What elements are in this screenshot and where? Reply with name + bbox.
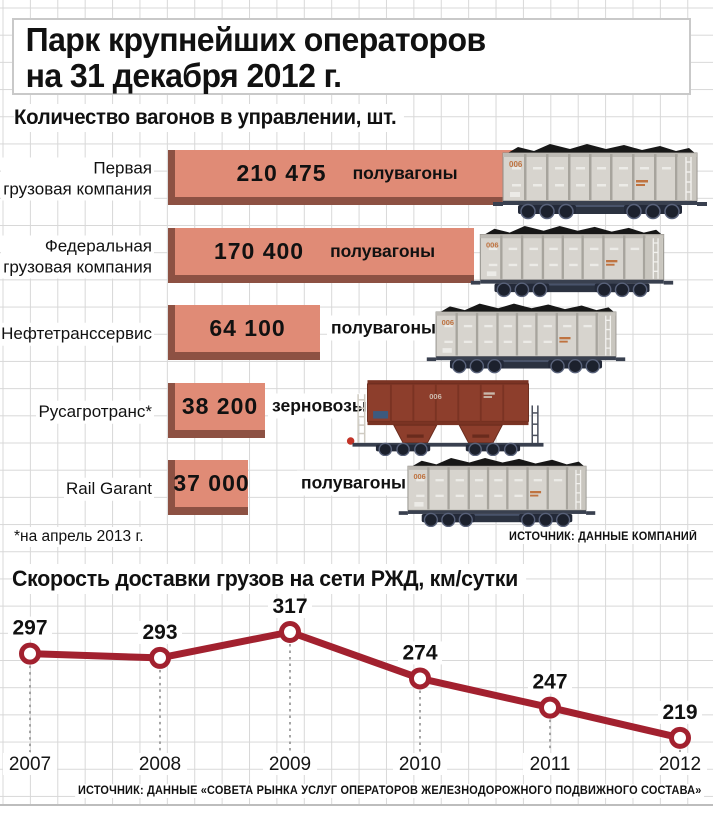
bar-value: 38 200: [181, 393, 259, 419]
wagon-type-label: полувагоны: [330, 241, 436, 261]
value-label-2010: 274: [402, 641, 437, 664]
speed-line-chart: 297 2007 293 2008 317 2009 274 2010 247 2011 219 20…: [3, 598, 707, 775]
fleet-bar: 210 475 полувагоны: [168, 150, 519, 205]
year-label-bg: [523, 753, 577, 775]
title-card: Парк крупнейших операторов на 31 декабря…: [12, 18, 691, 95]
speed-chart-source: ИСТОЧНИК: ДАННЫЕ «СОВЕТА РЫНКА УСЛУГ ОПЕ…: [74, 784, 704, 798]
x-tick-2010: 2010: [399, 754, 441, 775]
x-tick-2009: 2009: [269, 754, 311, 775]
value-label-2011: 247: [532, 671, 567, 694]
operator-label-text: Федеральная грузовая компания: [1, 235, 154, 279]
value-label-bg: [528, 670, 572, 694]
data-point-2009: [279, 621, 301, 643]
fleet-bar: 64 100: [168, 305, 320, 360]
wagon-row-3: Нефтетранссервис 64 100 полувагоны: [0, 295, 714, 373]
operator-label: Русагротранс*: [0, 400, 154, 424]
bar-value: 37 000: [173, 470, 250, 496]
wagon-row-4: Русагротранс* 38 200 зерновозы: [0, 373, 714, 451]
value-label-bg: [398, 641, 442, 665]
operator-label-text: Русагротранс*: [36, 400, 154, 424]
year-label-bg: [263, 753, 317, 775]
wagon-type-label: полувагоны: [352, 163, 458, 183]
data-point-2007: [19, 642, 41, 665]
wagon-type-label: зерновозы: [268, 393, 371, 419]
operator-label-text: Rail Garant: [64, 477, 154, 501]
value-label-2008: 293: [142, 621, 177, 644]
data-point-2010: [409, 667, 431, 690]
value-label-bg: [138, 620, 182, 644]
speed-line: [26, 628, 684, 742]
bar-value: 64 100: [209, 315, 286, 341]
wagon-type-label: полувагоны: [297, 470, 410, 496]
operator-label: Первая грузовая компания: [0, 157, 154, 201]
fleet-bar: 170 400 полувагоны: [168, 228, 474, 283]
x-tick-2007: 2007: [9, 754, 51, 775]
wagon-chart-heading: Количество вагонов в управлении, шт.: [14, 104, 405, 132]
operator-label: Нефтетранссервис: [0, 322, 154, 346]
fleet-bar: 37 000: [168, 460, 250, 515]
gondola-wagon-icon: [424, 299, 628, 375]
value-label-bg: [8, 616, 52, 640]
footnote: *на апрель 2013 г.: [12, 527, 149, 547]
year-label-bg: [133, 753, 187, 775]
data-point-2012: [669, 726, 691, 749]
operator-label: Федеральная грузовая компания: [0, 235, 154, 279]
bar-value: 210 475: [236, 160, 327, 186]
year-label-bg: [653, 753, 707, 775]
x-tick-2012: 2012: [659, 754, 701, 775]
x-tick-2011: 2011: [530, 754, 571, 775]
wagon-chart-source: ИСТОЧНИК: ДАННЫЕ КОМПАНИЙ: [506, 530, 700, 544]
wagon-row-5: Rail Garant 37 000 полувагоны: [0, 450, 714, 528]
data-point-2011: [539, 696, 561, 719]
data-point-2008: [149, 646, 171, 669]
page-title: Парк крупнейших операторов на 31 декабря…: [14, 20, 669, 94]
gondola-wagon-icon: [488, 140, 712, 220]
operator-label: Rail Garant: [0, 477, 154, 501]
value-label-2009: 317: [272, 598, 307, 618]
value-label-bg: [268, 598, 312, 618]
operator-label-text: Первая грузовая компания: [1, 157, 154, 201]
fleet-bar: 38 200: [168, 383, 265, 438]
value-label-bg: [658, 700, 702, 724]
page-title-line1: Парк крупнейших операторов: [25, 21, 487, 58]
gondola-wagon-icon: [396, 453, 598, 529]
wagon-type-label: полувагоны: [327, 315, 440, 341]
year-label-bg: [3, 753, 57, 775]
wagon-row-2: Федеральная грузовая компания 170 400 полу…: [0, 218, 714, 296]
page-title-line2: на 31 декабря 2012 г.: [25, 57, 342, 94]
value-label-2012: 219: [662, 701, 697, 724]
wagon-row-1: Первая грузовая компания 210 475 полувагон…: [0, 140, 714, 218]
year-label-bg: [393, 753, 447, 775]
gondola-wagon-icon: [468, 222, 676, 298]
hopper-wagon-icon: [344, 368, 552, 456]
value-label-2007: 297: [12, 617, 47, 640]
bar-value: 170 400: [213, 238, 305, 264]
x-tick-2008: 2008: [139, 754, 181, 775]
operator-label-text: Нефтетранссервис: [0, 322, 154, 346]
speed-chart-heading: Скорость доставки грузов на сети РЖД, км…: [12, 564, 526, 594]
